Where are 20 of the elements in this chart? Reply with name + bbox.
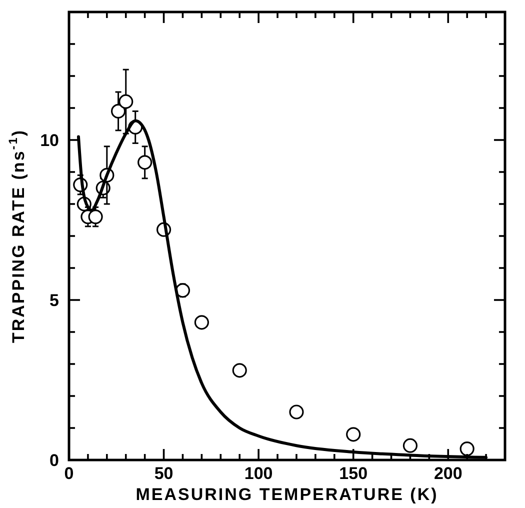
point bbox=[346, 427, 361, 442]
point bbox=[175, 283, 190, 298]
point bbox=[88, 210, 103, 224]
point bbox=[232, 363, 247, 378]
y-tick-label: 5 bbox=[50, 291, 59, 310]
y-tick-label: 10 bbox=[40, 131, 59, 150]
point bbox=[402, 438, 418, 453]
point bbox=[118, 94, 134, 109]
point bbox=[138, 155, 152, 170]
point bbox=[289, 404, 304, 420]
point bbox=[194, 315, 209, 330]
x-tick-label: 150 bbox=[339, 464, 368, 483]
x-tick-label: 50 bbox=[154, 464, 174, 483]
x-tick-label: 200 bbox=[434, 464, 462, 483]
y-tick-label: 0 bbox=[50, 451, 59, 470]
x-tick-label: 100 bbox=[244, 464, 273, 483]
x-axis-title: MEASURING TEMPERATURE (K) bbox=[136, 485, 438, 504]
point bbox=[460, 442, 474, 456]
x-tick-label: 0 bbox=[64, 464, 74, 483]
point bbox=[110, 104, 126, 118]
